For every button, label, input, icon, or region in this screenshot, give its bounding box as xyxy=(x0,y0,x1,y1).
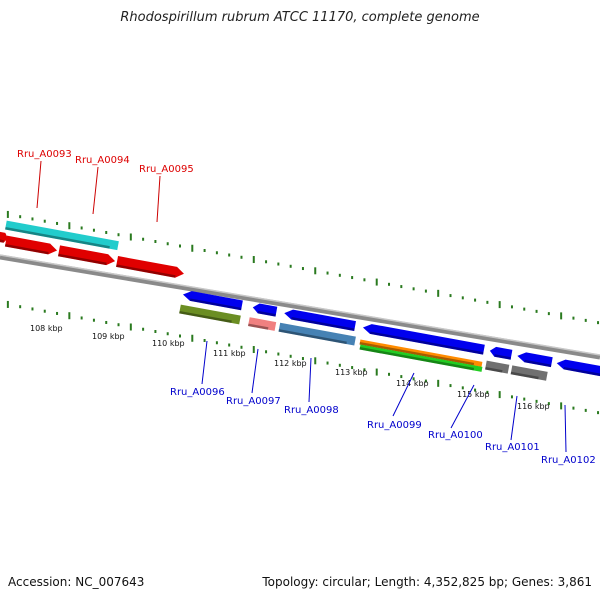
feature-pink xyxy=(248,317,277,331)
gene-arrow-Rru_A0099-body xyxy=(362,324,485,355)
gene-arrow-Rru_A0096 xyxy=(182,291,243,311)
scale-label-6: 113 kbp xyxy=(335,368,368,377)
leader-line-Rru_A0097 xyxy=(251,348,259,394)
gene-arrow-Rru_A0097 xyxy=(252,303,278,317)
gene-arrow-Rru_A0096-shade xyxy=(189,298,242,311)
scale-label-2: 109 kbp xyxy=(92,332,125,341)
feature-gray-1-shade xyxy=(485,367,503,373)
gene-arrow-edge-shade xyxy=(0,238,4,243)
gene-label-Rru_A0095: Rru_A0095 xyxy=(139,164,194,175)
leader-line-Rru_A0101 xyxy=(510,395,518,441)
gene-arrow-Rru_A0097-body xyxy=(252,303,278,317)
gene-arrow-Rru_A0095 xyxy=(116,256,184,278)
scale-label-3: 110 kbp xyxy=(152,339,185,348)
leader-line-Rru_A0095 xyxy=(156,175,161,223)
genome-backbone xyxy=(0,254,600,360)
gene-label-Rru_A0101: Rru_A0101 xyxy=(485,442,540,453)
genome-title: Rhodospirillum rubrum ATCC 11170, comple… xyxy=(120,10,480,25)
feature-green-shade xyxy=(359,347,475,371)
gene-arrow-Rru_A0094-body xyxy=(58,245,116,266)
gene-label-Rru_A0098: Rru_A0098 xyxy=(284,405,339,416)
gene-arrow-Rru_A0094 xyxy=(58,245,116,266)
gene-arrow-Rru_A0093-body xyxy=(4,235,58,255)
gene-arrow-Rru_A0102-shade xyxy=(563,366,600,379)
feature-pink-shade xyxy=(248,323,269,330)
gene-label-Rru_A0097: Rru_A0097 xyxy=(226,396,281,407)
feature-orange-body xyxy=(359,339,483,367)
feature-orange xyxy=(359,339,483,367)
gene-arrow-Rru_A0097-shade xyxy=(257,310,276,317)
feature-pink-body xyxy=(248,317,277,331)
gene-arrow-Rru_A0093-shade xyxy=(4,244,49,255)
gene-arrow-edge xyxy=(0,230,8,243)
gene-label-Rru_A0102: Rru_A0102 xyxy=(541,455,596,466)
gene-label-Rru_A0093: Rru_A0093 xyxy=(17,149,72,160)
feature-gray-2-shade xyxy=(510,371,539,380)
gene-arrow-Rru_A0101-body xyxy=(517,352,553,368)
gene-arrow-Rru_A0093 xyxy=(4,235,58,255)
accession-label: Accession: NC_007643 xyxy=(8,575,145,589)
feature-forward-cyan xyxy=(5,220,119,251)
scale-label-4: 111 kbp xyxy=(213,349,246,358)
gene-arrow-Rru_A0101 xyxy=(517,352,553,368)
feature-steelblue-shade xyxy=(278,329,347,345)
leader-line-Rru_A0102 xyxy=(564,404,567,453)
feature-forward-cyan-shade xyxy=(5,227,110,249)
gene-label-Rru_A0096: Rru_A0096 xyxy=(170,387,225,398)
gene-label-Rru_A0100: Rru_A0100 xyxy=(428,430,483,441)
feature-olive xyxy=(179,304,241,325)
leader-line-Rru_A0096 xyxy=(201,340,208,385)
scale-label-5: 112 kbp xyxy=(274,359,307,368)
gene-arrow-Rru_A0102 xyxy=(556,359,600,379)
gene-arrow-Rru_A0101-shade xyxy=(524,359,552,368)
gene-arrow-Rru_A0098 xyxy=(284,309,356,332)
gene-arrow-Rru_A0098-body xyxy=(284,309,356,332)
feature-orange-shade xyxy=(359,342,475,366)
scale-label-1: 108 kbp xyxy=(30,324,63,333)
feature-steelblue-body xyxy=(278,322,356,346)
feature-gray-2 xyxy=(510,365,548,381)
gene-arrow-Rru_A0100 xyxy=(489,346,513,360)
gene-arrow-Rru_A0096-body xyxy=(182,291,243,311)
gene-label-Rru_A0094: Rru_A0094 xyxy=(75,155,130,166)
feature-olive-body xyxy=(179,304,241,325)
leader-line-Rru_A0098 xyxy=(308,357,312,403)
genome-backbone-highlight xyxy=(0,254,600,356)
feature-steelblue xyxy=(278,322,356,346)
gene-arrow-Rru_A0094-shade xyxy=(58,253,107,266)
scale-label-8: 115 kbp xyxy=(457,390,490,399)
feature-green xyxy=(359,344,483,372)
leader-line-Rru_A0100 xyxy=(450,384,475,429)
scale-label-7: 114 kbp xyxy=(396,379,429,388)
leader-line-Rru_A0094 xyxy=(92,166,99,215)
feature-gray-1 xyxy=(485,360,510,374)
feature-green-body xyxy=(359,344,483,372)
genome-summary-label: Topology: circular; Length: 4,352,825 bp… xyxy=(262,575,592,589)
gene-arrow-Rru_A0102-body xyxy=(556,359,600,379)
gene-arrow-Rru_A0098-shade xyxy=(291,317,355,332)
gene-arrow-Rru_A0100-shade xyxy=(494,354,512,360)
gene-arrow-edge-body xyxy=(0,230,8,243)
gene-arrow-Rru_A0095-shade xyxy=(116,264,176,278)
gene-arrow-Rru_A0095-body xyxy=(116,256,184,278)
feature-gray-1-body xyxy=(485,360,510,374)
feature-forward-cyan-body xyxy=(5,220,119,251)
feature-olive-shade xyxy=(179,310,232,323)
scale-label-9: 116 kbp xyxy=(517,402,550,411)
leader-line-Rru_A0099 xyxy=(392,372,415,417)
gene-arrow-Rru_A0099 xyxy=(362,324,485,355)
gene-label-Rru_A0099: Rru_A0099 xyxy=(367,420,422,431)
feature-gray-2-body xyxy=(510,365,548,381)
gene-arrow-Rru_A0099-shade xyxy=(369,331,484,355)
gene-arrow-Rru_A0100-body xyxy=(489,346,513,360)
leader-line-Rru_A0093 xyxy=(36,160,42,209)
